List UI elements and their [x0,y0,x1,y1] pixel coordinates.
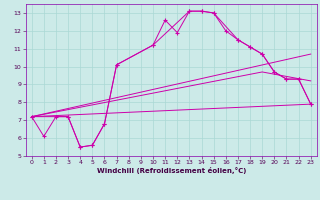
X-axis label: Windchill (Refroidissement éolien,°C): Windchill (Refroidissement éolien,°C) [97,167,246,174]
